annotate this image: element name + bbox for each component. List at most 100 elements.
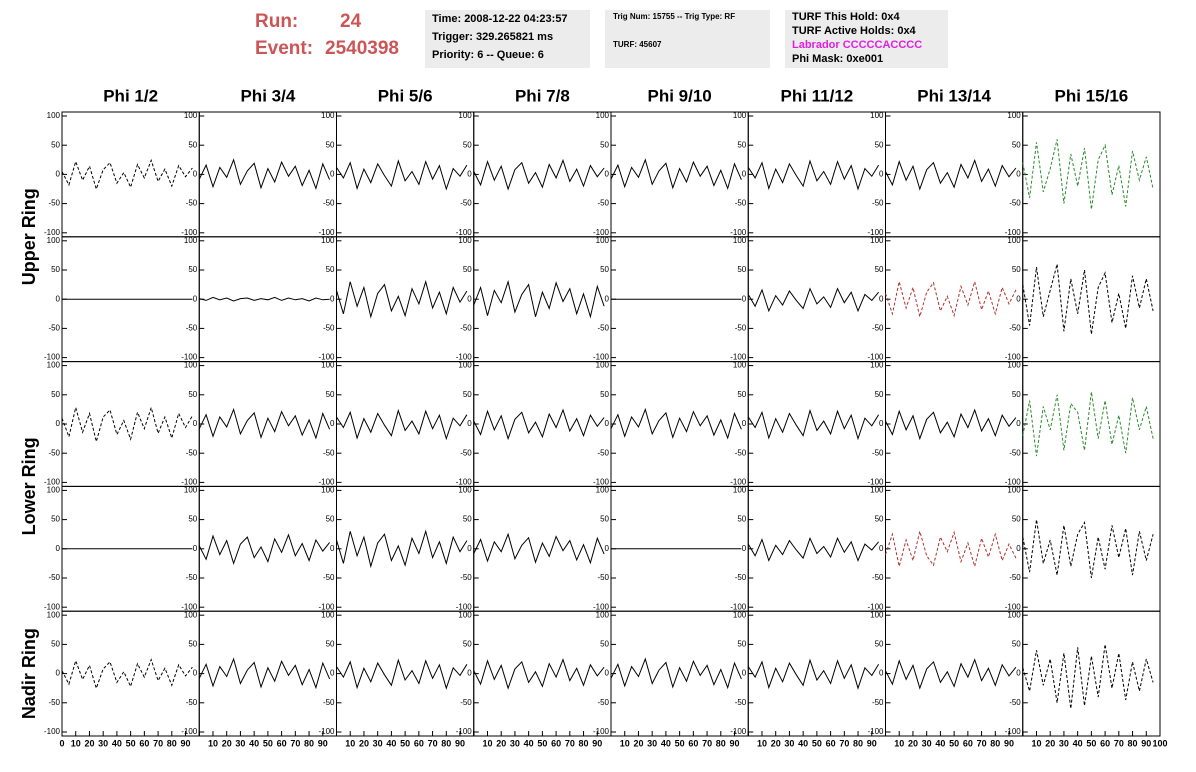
waveform bbox=[336, 279, 468, 319]
y-tick-label: -50 bbox=[872, 698, 884, 707]
y-tick-label: -50 bbox=[597, 199, 609, 208]
y-tick-label: 100 bbox=[321, 486, 335, 495]
y-tick-label: -50 bbox=[460, 448, 472, 457]
x-tick-label: 90 bbox=[867, 738, 877, 748]
y-tick-label: -50 bbox=[48, 573, 60, 582]
x-tick-label: 40 bbox=[524, 738, 534, 748]
x-tick-label: 20 bbox=[908, 738, 918, 748]
y-tick-label: 0 bbox=[467, 544, 472, 553]
run-label: Run: bbox=[255, 11, 298, 32]
y-tick-label: 50 bbox=[737, 265, 746, 274]
y-tick-label: 100 bbox=[733, 111, 747, 120]
y-tick-label: 50 bbox=[1012, 265, 1021, 274]
y-tick-label: -50 bbox=[48, 199, 60, 208]
column-title: Phi 7/8 bbox=[515, 86, 570, 105]
x-tick-label: 10 bbox=[894, 738, 904, 748]
info-text: Time: 2008-12-22 04:23:57 bbox=[432, 13, 568, 25]
y-tick-label: 0 bbox=[467, 294, 472, 303]
y-tick-label: 50 bbox=[326, 140, 335, 149]
panel-frame bbox=[1022, 361, 1161, 487]
panel-frame bbox=[473, 361, 612, 487]
waveform bbox=[336, 529, 468, 569]
y-tick-label: 50 bbox=[1012, 640, 1021, 649]
panel-frame bbox=[198, 111, 337, 238]
y-tick-label: 0 bbox=[193, 544, 198, 553]
y-tick-label: -100 bbox=[593, 727, 610, 736]
waveform bbox=[885, 530, 1017, 569]
y-tick-label: 100 bbox=[733, 361, 747, 370]
y-tick-label: 50 bbox=[737, 640, 746, 649]
panel-frame bbox=[61, 111, 200, 238]
waveform bbox=[1022, 264, 1154, 335]
x-tick-label: 40 bbox=[249, 738, 259, 748]
x-tick-label: 50 bbox=[675, 738, 685, 748]
x-tick-label: 50 bbox=[537, 738, 547, 748]
x-tick-label: 80 bbox=[579, 738, 589, 748]
y-tick-label: -50 bbox=[1009, 199, 1021, 208]
y-tick-label: -100 bbox=[730, 727, 747, 736]
x-tick-label: 80 bbox=[1128, 738, 1138, 748]
y-tick-label: -50 bbox=[186, 324, 198, 333]
y-tick-label: 0 bbox=[56, 544, 61, 553]
y-tick-label: -100 bbox=[1005, 353, 1022, 362]
y-tick-label: -50 bbox=[597, 698, 609, 707]
y-tick-label: -50 bbox=[460, 698, 472, 707]
y-tick-label: 50 bbox=[737, 140, 746, 149]
y-tick-label: -100 bbox=[730, 602, 747, 611]
y-tick-label: 50 bbox=[326, 265, 335, 274]
y-tick-label: 0 bbox=[56, 294, 61, 303]
waveform bbox=[473, 532, 605, 565]
panel-frame bbox=[747, 610, 886, 737]
x-tick-label: 80 bbox=[304, 738, 314, 748]
y-tick-label: 100 bbox=[733, 236, 747, 245]
waveform bbox=[61, 158, 193, 191]
x-tick-label: 50 bbox=[1086, 738, 1096, 748]
info-text: TURF: 45607 bbox=[613, 40, 662, 49]
waveform bbox=[473, 408, 605, 441]
panel-frame bbox=[198, 485, 337, 612]
panel-frame bbox=[198, 361, 337, 487]
x-tick-label: 40 bbox=[112, 738, 122, 748]
panel-frame bbox=[473, 236, 612, 363]
y-tick-label: 50 bbox=[1012, 515, 1021, 524]
waveform bbox=[885, 658, 1017, 690]
y-tick-label: -50 bbox=[872, 448, 884, 457]
x-tick-label: 10 bbox=[345, 738, 355, 748]
y-tick-label: -50 bbox=[48, 448, 60, 457]
y-tick-label: -50 bbox=[735, 324, 747, 333]
x-tick-label: 60 bbox=[1100, 738, 1110, 748]
y-tick-label: -100 bbox=[867, 602, 884, 611]
y-tick-label: 0 bbox=[605, 419, 610, 428]
y-tick-label: 50 bbox=[326, 390, 335, 399]
y-tick-label: 50 bbox=[875, 390, 884, 399]
y-tick-label: -100 bbox=[318, 353, 335, 362]
waveform bbox=[885, 158, 1017, 191]
y-tick-label: -100 bbox=[181, 478, 198, 487]
x-tick-label: 30 bbox=[647, 738, 657, 748]
y-tick-label: 50 bbox=[737, 390, 746, 399]
waveform bbox=[1022, 644, 1154, 709]
y-tick-label: 50 bbox=[51, 640, 60, 649]
y-tick-label: 50 bbox=[188, 390, 197, 399]
y-tick-label: -50 bbox=[872, 199, 884, 208]
x-tick-label: 50 bbox=[949, 738, 959, 748]
panel-frame bbox=[1022, 111, 1161, 238]
x-tick-label: 70 bbox=[428, 738, 438, 748]
y-tick-label: 100 bbox=[870, 610, 884, 619]
y-tick-label: 0 bbox=[56, 170, 61, 179]
y-tick-label: -100 bbox=[1005, 228, 1022, 237]
y-tick-label: 50 bbox=[463, 390, 472, 399]
info-text: Phi Mask: 0xe001 bbox=[792, 53, 883, 65]
y-tick-label: 100 bbox=[321, 236, 335, 245]
panel-frame bbox=[885, 485, 1024, 612]
x-tick-label: 70 bbox=[977, 738, 987, 748]
x-tick-label: 80 bbox=[167, 738, 177, 748]
y-tick-label: 50 bbox=[875, 140, 884, 149]
y-tick-label: -100 bbox=[456, 353, 473, 362]
y-tick-label: -100 bbox=[44, 353, 61, 362]
y-tick-label: -100 bbox=[318, 602, 335, 611]
y-tick-label: -100 bbox=[181, 353, 198, 362]
waveform bbox=[610, 407, 742, 440]
y-tick-label: 50 bbox=[463, 640, 472, 649]
waveform bbox=[1022, 391, 1154, 457]
